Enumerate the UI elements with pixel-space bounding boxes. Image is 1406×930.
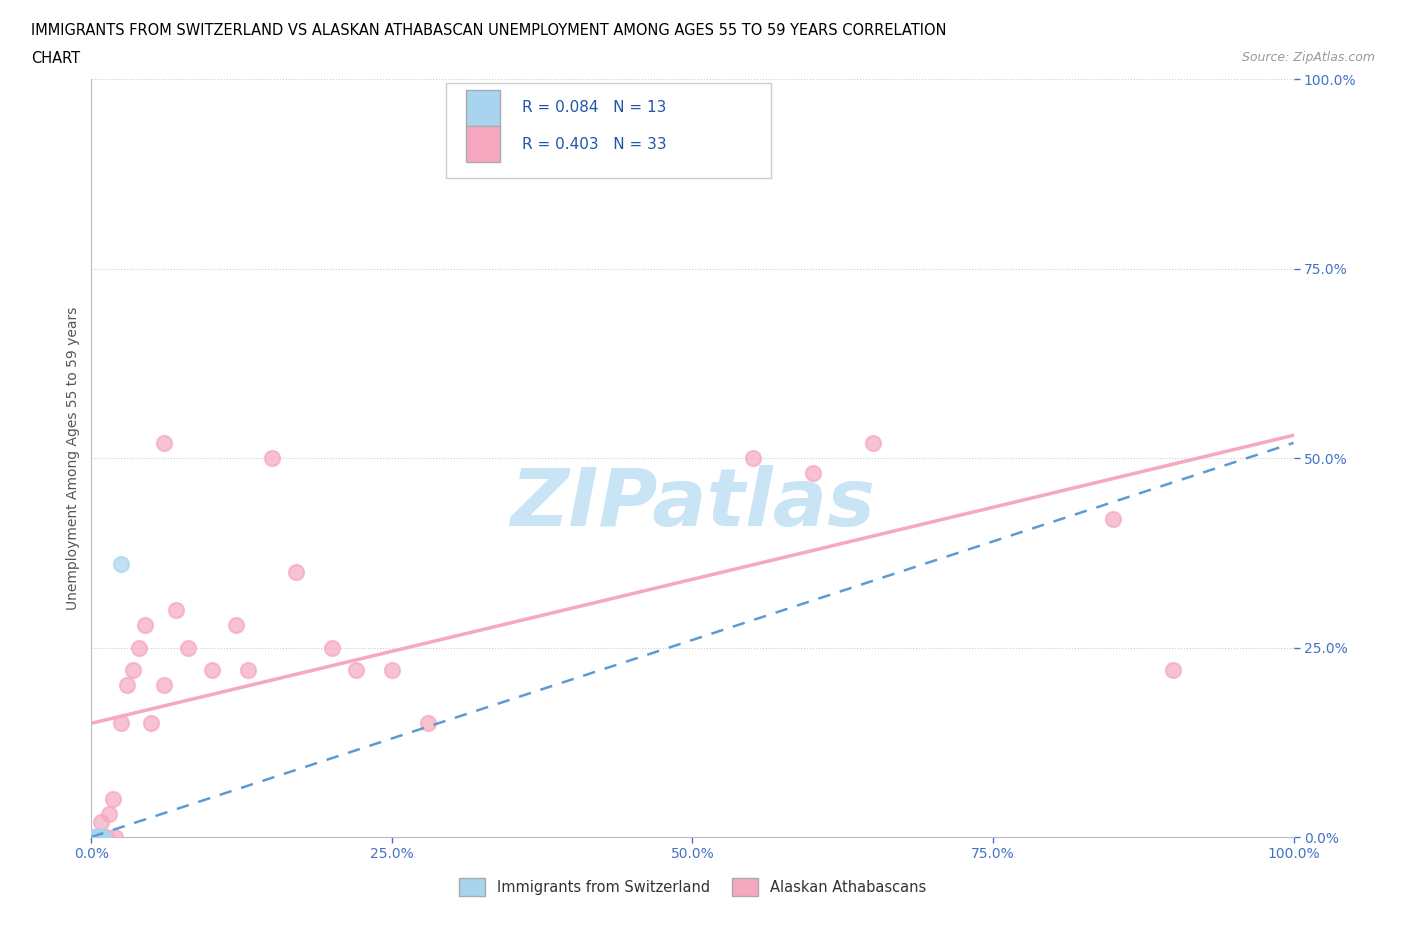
Point: [801, 466, 824, 481]
Point: [1161, 663, 1184, 678]
Point: [165, 603, 187, 618]
Point: [862, 435, 884, 450]
Point: [128, 640, 150, 655]
Point: [93, 830, 115, 844]
Text: CHART: CHART: [31, 51, 80, 66]
Point: [90, 815, 112, 830]
Point: [1102, 512, 1125, 526]
FancyBboxPatch shape: [446, 83, 770, 178]
Point: [152, 678, 174, 693]
Point: [86, 830, 108, 844]
Point: [381, 663, 404, 678]
Point: [86, 830, 108, 844]
Point: [98, 807, 121, 822]
Point: [344, 663, 367, 678]
Point: [236, 663, 259, 678]
FancyBboxPatch shape: [467, 89, 501, 126]
Point: [90, 830, 112, 844]
Point: [89, 830, 111, 844]
Point: [87, 830, 110, 844]
Point: [86, 830, 108, 844]
Y-axis label: Unemployment Among Ages 55 to 59 years: Unemployment Among Ages 55 to 59 years: [66, 306, 80, 610]
Point: [90, 830, 112, 844]
Point: [134, 618, 156, 632]
Point: [416, 716, 439, 731]
Text: ZIPatlas: ZIPatlas: [510, 464, 875, 542]
Point: [741, 451, 763, 466]
Point: [141, 716, 163, 731]
Point: [93, 830, 115, 844]
Point: [117, 678, 139, 693]
Point: [284, 565, 307, 579]
Point: [321, 640, 343, 655]
Legend: Immigrants from Switzerland, Alaskan Athabascans: Immigrants from Switzerland, Alaskan Ath…: [453, 872, 932, 902]
Point: [87, 830, 110, 844]
Point: [152, 435, 174, 450]
Point: [84, 830, 107, 844]
Point: [122, 663, 145, 678]
Point: [104, 830, 127, 844]
Point: [94, 830, 117, 844]
Point: [84, 830, 107, 844]
Point: [225, 618, 247, 632]
Text: R = 0.403   N = 33: R = 0.403 N = 33: [522, 137, 666, 152]
Point: [84, 830, 107, 844]
Text: R = 0.084   N = 13: R = 0.084 N = 13: [522, 100, 666, 115]
Text: IMMIGRANTS FROM SWITZERLAND VS ALASKAN ATHABASCAN UNEMPLOYMENT AMONG AGES 55 TO : IMMIGRANTS FROM SWITZERLAND VS ALASKAN A…: [31, 23, 946, 38]
Point: [260, 451, 283, 466]
Point: [93, 830, 115, 844]
Point: [176, 640, 198, 655]
Point: [110, 716, 132, 731]
Text: Source: ZipAtlas.com: Source: ZipAtlas.com: [1241, 51, 1375, 64]
Point: [101, 791, 124, 806]
FancyBboxPatch shape: [467, 126, 501, 163]
Point: [87, 830, 110, 844]
Point: [201, 663, 224, 678]
Point: [83, 830, 105, 844]
Point: [110, 557, 132, 572]
